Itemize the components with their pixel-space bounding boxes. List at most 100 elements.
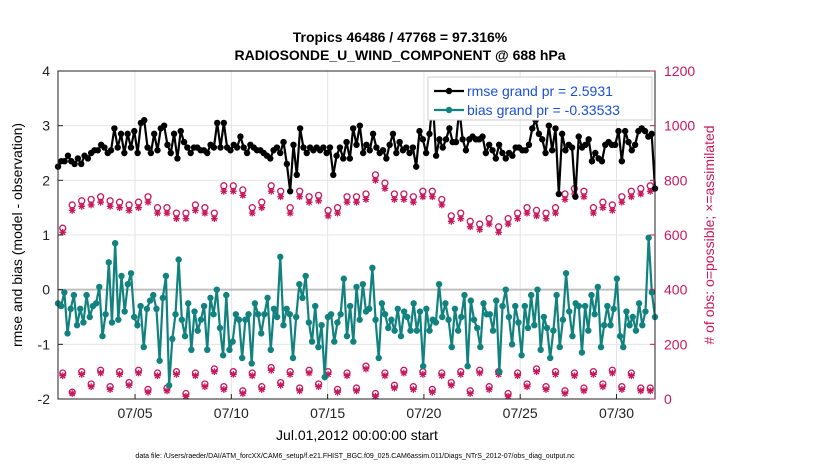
- bias-series-point: [238, 354, 246, 362]
- bias-series-point: [140, 343, 147, 351]
- rmse-series-point: [509, 152, 516, 159]
- rmse-series-point: [403, 144, 410, 151]
- bias-series-point: [153, 305, 160, 312]
- assimilated-obs-marker: [248, 209, 256, 217]
- rmse-series-point: [144, 144, 151, 151]
- bias-series-point: [499, 302, 506, 310]
- rmse-series-point: [396, 138, 403, 146]
- bias-series-point: [118, 272, 125, 280]
- bias-series-point: [470, 316, 478, 323]
- rmse-series-point: [343, 138, 350, 146]
- bias-series-point: [169, 335, 176, 343]
- assimilated-obs-marker: [580, 387, 588, 395]
- rmse-series-point: [598, 158, 606, 165]
- bias-series-point: [416, 308, 424, 315]
- bias-series-point: [226, 346, 233, 353]
- assimilated-obs-marker: [381, 185, 389, 192]
- assimilated-obs-marker: [229, 371, 237, 378]
- assimilated-obs-marker: [409, 198, 417, 206]
- legend-marker-0: [445, 87, 453, 95]
- assimilated-obs-marker: [248, 372, 256, 380]
- bias-series-point: [156, 357, 163, 364]
- rmse-series-point: [592, 149, 599, 157]
- assimilated-obs-marker: [324, 371, 332, 378]
- rmse-series-point: [542, 149, 549, 157]
- bias-series-point: [305, 319, 313, 326]
- bias-series-point: [404, 313, 411, 321]
- x-tick-label: 07/25: [503, 405, 538, 421]
- assimilated-obs-marker: [618, 386, 626, 393]
- assimilated-obs-marker: [343, 372, 351, 380]
- rmse-series-point: [333, 152, 340, 159]
- assimilated-obs-marker: [419, 371, 427, 378]
- assimilated-obs-marker: [514, 372, 521, 380]
- rmse-series-point: [349, 125, 357, 132]
- assimilated-obs-marker: [229, 187, 237, 195]
- bias-series-point: [302, 272, 309, 280]
- bias-series-point: [165, 382, 173, 389]
- bias-series-point: [562, 270, 570, 277]
- bias-series-point: [162, 272, 170, 280]
- bias-series-point: [299, 294, 306, 302]
- bias-series-point: [518, 352, 525, 359]
- rmse-series-point: [409, 144, 417, 151]
- bias-series-point: [480, 300, 487, 307]
- assimilated-obs-marker: [419, 193, 427, 201]
- bias-series-point: [378, 300, 386, 307]
- bias-series-point: [353, 283, 360, 291]
- assimilated-obs-marker: [334, 388, 341, 396]
- rmse-series-point: [293, 171, 300, 179]
- rmse-series-point: [147, 149, 155, 157]
- rmse-series-point: [641, 127, 649, 135]
- bias-series-point: [616, 332, 624, 340]
- assimilated-obs-marker: [106, 202, 114, 210]
- assimilated-obs-marker: [173, 215, 180, 222]
- assimilated-obs-marker: [372, 176, 379, 184]
- rmse-series-point: [356, 122, 364, 129]
- assimilated-obs-marker: [514, 215, 521, 222]
- assimilated-obs-marker: [571, 372, 578, 380]
- bias-series-point: [645, 234, 652, 241]
- assimilated-obs-marker: [324, 212, 332, 220]
- rmse-series-point: [648, 130, 655, 138]
- bias-series: [54, 234, 659, 389]
- bias-series-point: [356, 316, 363, 323]
- bias-series-point: [197, 316, 205, 323]
- assimilated-obs-marker: [428, 388, 436, 396]
- assimilated-obs-marker: [533, 212, 540, 220]
- assimilated-obs-marker: [135, 369, 142, 377]
- bias-series-point: [296, 281, 303, 288]
- bias-series-point: [648, 289, 656, 296]
- rmse-series-point: [359, 149, 367, 157]
- y-left-tick-label: -2: [38, 391, 51, 407]
- rmse-series-point: [585, 136, 592, 143]
- rmse-series-point: [227, 147, 234, 154]
- bias-series-point: [207, 294, 214, 302]
- rmse-series-point: [174, 155, 181, 162]
- bias-series-point: [121, 308, 128, 315]
- x-tick-label: 07/30: [599, 405, 634, 421]
- assimilated-obs-marker: [438, 201, 446, 209]
- rmse-series-point: [413, 163, 420, 170]
- assimilated-obs-marker: [523, 383, 531, 391]
- rmse-series-point: [489, 147, 496, 154]
- rmse-series-point: [277, 149, 284, 157]
- rmse-series-point: [124, 130, 131, 138]
- bias-series-point: [150, 291, 157, 299]
- bias-series-point: [435, 281, 443, 288]
- rmse-series-point: [64, 152, 72, 159]
- assimilated-obs-marker: [637, 190, 645, 198]
- y-right-tick-label: 800: [664, 172, 688, 188]
- assimilated-obs-marker: [561, 390, 569, 397]
- legend-label-1: bias grand pr = -0.33533: [467, 102, 620, 118]
- rmse-series-point: [393, 149, 400, 157]
- bias-series-point: [540, 313, 548, 321]
- rmse-series-point: [280, 138, 287, 146]
- y-right-tick-label: 1200: [664, 63, 695, 79]
- rmse-series-point: [479, 133, 486, 140]
- assimilated-obs-marker: [485, 386, 493, 393]
- assimilated-obs-marker: [447, 217, 455, 225]
- assimilated-obs-marker: [353, 198, 360, 206]
- bias-series-point: [80, 319, 87, 326]
